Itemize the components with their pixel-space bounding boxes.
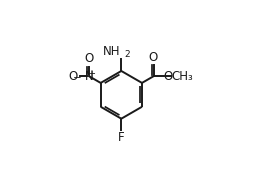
Text: +: +	[87, 69, 95, 79]
Text: NH: NH	[103, 45, 121, 58]
Text: O: O	[164, 70, 173, 83]
Text: −: −	[72, 73, 81, 83]
Text: 2: 2	[125, 50, 130, 59]
Text: O: O	[69, 70, 78, 83]
Text: F: F	[118, 131, 125, 144]
Text: N: N	[84, 70, 93, 83]
Text: O: O	[84, 52, 93, 65]
Text: O: O	[149, 51, 158, 64]
Text: CH₃: CH₃	[171, 70, 193, 83]
